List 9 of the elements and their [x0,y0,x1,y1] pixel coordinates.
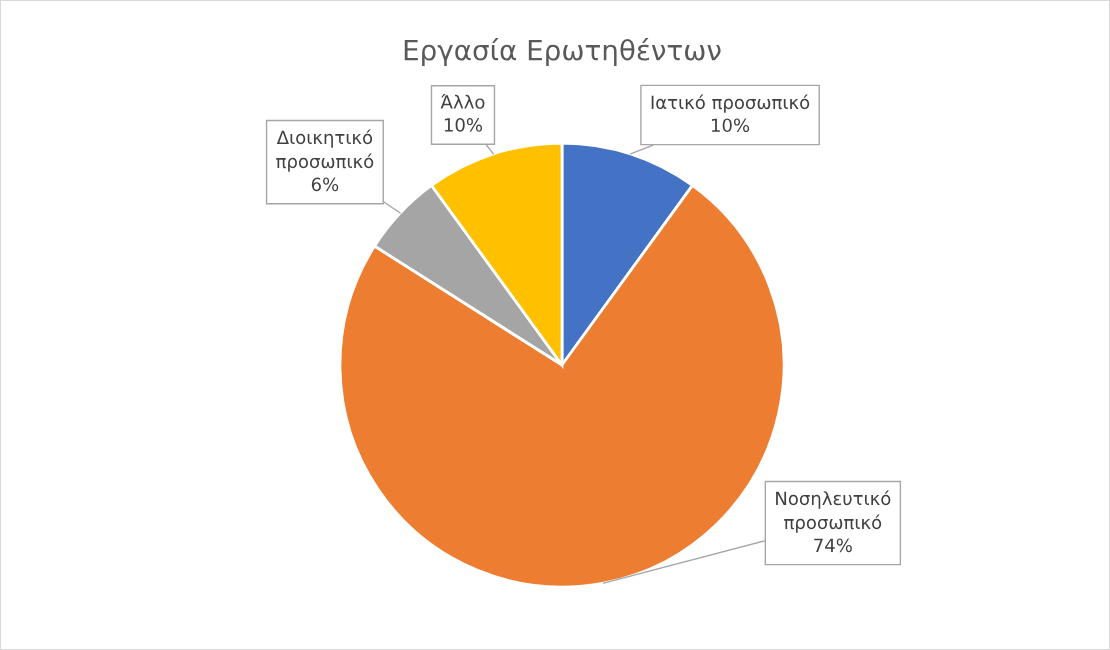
slice-label: Νοσηλευτικό προσωπικό [776,490,891,533]
slice-label: Ιατικό προσωπικό [651,94,810,113]
data-label: 10% [711,118,750,133]
data-label: 10% [444,118,483,132]
chart-title: Εργασία Ερωτηθέντων [404,37,721,66]
slice-label: Άλλο [440,94,485,109]
data-label: 6% [311,177,339,192]
data-label: 74% [814,538,852,553]
slice-label: Διοικητικό προσωπικό [276,129,374,172]
